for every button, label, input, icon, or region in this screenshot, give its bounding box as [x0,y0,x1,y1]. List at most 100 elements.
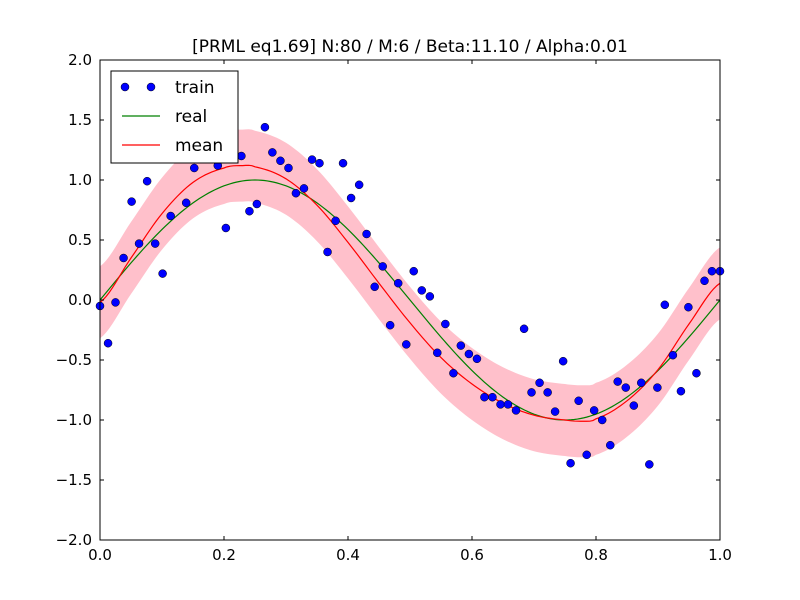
train-point [425,292,435,301]
legend-train-marker-right [146,82,156,92]
y-tick-label: −2.0 [56,531,92,549]
train-point [496,400,505,409]
train-points-layer [95,122,725,469]
train-point [142,176,152,186]
train-point [707,266,717,276]
train-point [621,383,631,392]
train-point [260,122,270,132]
y-tick-label: 0.0 [68,291,92,309]
train-point [299,184,309,193]
train-point [589,406,599,415]
train-point [441,319,450,329]
train-point [385,320,395,330]
train-point [613,377,622,386]
train-point [119,253,128,263]
mean-curve [100,164,720,422]
train-point [134,239,144,248]
train-point [684,302,693,312]
x-tick-label: 1.0 [708,546,732,564]
train-point [543,388,552,397]
train-point [252,199,262,209]
train-point [354,180,364,190]
train-point [629,401,639,410]
x-tick-label: 0.2 [212,546,236,564]
train-point [637,378,646,388]
train-point [511,406,521,415]
train-point [449,368,458,378]
train-point [402,340,411,349]
uncertainty-band-layer [100,129,720,458]
train-point [307,155,317,164]
train-point [692,368,701,378]
train-point [660,300,670,310]
train-point [676,386,686,396]
x-tick-label: 0.6 [460,546,484,564]
train-point [456,341,466,350]
y-tick-label: −0.5 [56,351,92,369]
legend-train-label: train [175,78,215,98]
train-point [245,206,254,216]
train-point [535,378,544,388]
train-point [370,282,379,292]
train-point [550,407,560,416]
train-point [409,266,418,276]
x-tick-label: 0.0 [88,546,112,564]
predictive-std-band [100,129,720,458]
train-point [597,415,607,425]
train-point [417,286,427,295]
y-tick-label: 1.0 [68,171,92,189]
train-point [103,338,113,348]
train-point [480,392,489,402]
train-point [150,239,160,248]
train-point [558,356,568,366]
legend-train-marker-left [120,82,130,92]
train-point [393,278,403,288]
train-point [503,400,513,409]
train-point [189,163,199,173]
train-point [221,223,231,233]
train-point [668,350,678,360]
train-point [645,460,654,469]
train-point [574,396,583,406]
legend-real-label: real [175,107,207,127]
train-point [331,216,340,226]
train-point [111,298,120,307]
y-tick-label: 0.5 [68,231,92,249]
y-tick-label: 1.5 [68,111,92,129]
train-point [700,276,709,286]
train-point [181,198,191,208]
y-tick-label: 2.0 [68,51,92,69]
train-point [291,188,301,198]
train-point [127,197,136,206]
train-point [472,354,482,364]
train-point [519,324,529,334]
legend-box [110,70,239,164]
train-point [315,158,324,168]
y-tick-label: −1.0 [56,411,92,429]
legend: train real mean [110,70,239,164]
train-point [582,450,591,460]
chart-title: [PRML eq1.69] N:80 / M:6 / Beta:11.10 / … [192,37,628,57]
legend-mean-label: mean [175,136,223,156]
train-point [653,383,662,392]
train-point [268,148,277,157]
train-point [158,269,167,278]
y-tick-label: −1.5 [56,471,92,489]
train-point [488,392,497,402]
train-point [346,193,356,203]
x-tick-label: 0.4 [336,546,360,564]
train-point [433,348,442,358]
x-tick-label: 0.8 [584,546,608,564]
train-point [338,158,348,168]
train-point [323,247,332,257]
train-point [464,349,474,359]
line-layer [100,164,720,422]
axis-ticks: 0.0 0.2 0.4 0.6 0.8 1.0 −2.0 −1.5 −1.0 −0.5 0.0 0.5… [56,51,732,564]
real-curve [100,179,720,421]
train-point [527,388,536,397]
train-point [566,458,575,468]
train-point [237,151,246,161]
train-point [378,262,387,271]
train-point [606,440,615,450]
